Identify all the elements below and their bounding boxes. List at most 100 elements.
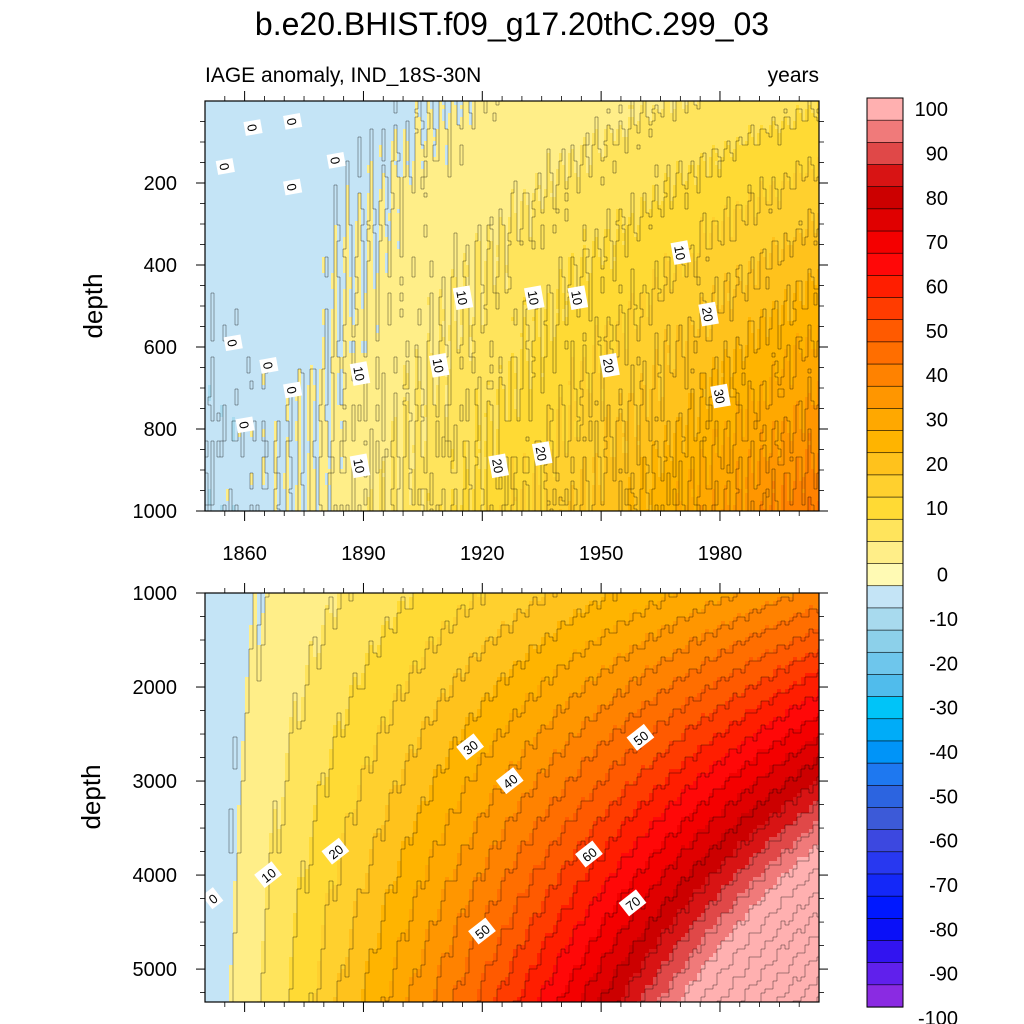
field-cell	[583, 149, 587, 154]
field-cell	[373, 121, 377, 126]
field-cell	[628, 145, 632, 150]
field-cell	[370, 137, 374, 142]
field-cell	[490, 129, 494, 134]
field-cell	[817, 109, 819, 114]
field-cell	[571, 125, 575, 130]
field-cell	[514, 137, 518, 142]
field-cell	[754, 113, 758, 118]
field-cell	[547, 121, 551, 126]
field-cell	[646, 141, 650, 146]
field-cell	[328, 121, 332, 126]
field-cell	[262, 153, 266, 158]
field-cell	[571, 113, 575, 118]
field-cell	[535, 137, 539, 142]
field-cell	[373, 125, 377, 130]
field-cell	[622, 105, 626, 110]
field-cell	[358, 133, 362, 138]
field-cell	[814, 105, 818, 110]
field-cell	[364, 105, 368, 110]
field-cell	[445, 149, 449, 154]
field-cell	[301, 133, 305, 138]
field-cell	[397, 133, 401, 138]
field-cell	[817, 141, 819, 146]
field-cell	[418, 101, 422, 106]
field-cell	[328, 149, 332, 154]
field-cell	[658, 141, 662, 146]
field-cell	[583, 141, 587, 146]
field-cell	[535, 105, 539, 110]
field-cell	[439, 121, 443, 126]
field-cell	[757, 105, 761, 110]
field-cell	[766, 121, 770, 126]
field-cell	[805, 137, 809, 142]
field-cell	[352, 105, 356, 110]
field-cell	[424, 109, 428, 114]
field-cell	[322, 133, 326, 138]
field-cell	[475, 153, 479, 158]
field-cell	[376, 129, 380, 134]
field-cell	[796, 145, 800, 150]
field-cell	[250, 149, 254, 154]
field-cell	[583, 105, 587, 110]
field-cell	[805, 145, 809, 150]
field-cell	[580, 145, 584, 150]
field-cell	[805, 133, 809, 138]
field-cell	[496, 125, 500, 130]
field-cell	[367, 125, 371, 130]
field-cell	[568, 121, 572, 126]
field-cell	[574, 133, 578, 138]
field-cell	[523, 125, 527, 130]
field-cell	[502, 105, 506, 110]
field-cell	[316, 121, 320, 126]
field-cell	[319, 121, 323, 126]
field-cell	[721, 109, 725, 114]
field-cell	[208, 149, 212, 154]
field-cell	[409, 141, 413, 146]
field-cell	[748, 117, 752, 122]
field-cell	[484, 153, 488, 158]
field-cell	[475, 133, 479, 138]
field-cell	[280, 137, 284, 142]
field-cell	[814, 145, 818, 150]
field-cell	[328, 117, 332, 122]
field-cell	[355, 125, 359, 130]
field-cell	[691, 101, 695, 106]
field-cell	[802, 109, 806, 114]
field-cell	[328, 141, 332, 146]
field-cell	[232, 125, 236, 130]
field-cell	[241, 113, 245, 118]
field-cell	[244, 117, 248, 122]
field-cell	[724, 121, 728, 126]
field-cell	[466, 105, 470, 110]
field-cell	[691, 109, 695, 114]
field-cell	[670, 113, 674, 118]
field-cell	[379, 141, 383, 146]
field-cell	[628, 149, 632, 154]
field-cell	[220, 149, 224, 154]
field-cell	[454, 105, 458, 110]
field-cell	[592, 145, 596, 150]
field-cell	[658, 109, 662, 114]
field-cell	[790, 149, 794, 154]
field-cell	[313, 133, 317, 138]
field-cell	[298, 141, 302, 146]
field-cell	[427, 137, 431, 142]
field-cell	[601, 129, 605, 134]
field-cell	[715, 113, 719, 118]
field-cell	[559, 145, 563, 150]
field-cell	[454, 137, 458, 142]
field-cell	[664, 101, 668, 106]
field-cell	[355, 109, 359, 114]
field-cell	[406, 141, 410, 146]
field-cell	[631, 153, 635, 158]
field-cell	[349, 109, 353, 114]
field-cell	[553, 117, 557, 122]
field-cell	[538, 145, 542, 150]
field-cell	[340, 101, 344, 106]
field-cell	[718, 121, 722, 126]
field-cell	[577, 141, 581, 146]
field-cell	[664, 117, 668, 122]
field-cell	[277, 149, 281, 154]
field-cell	[259, 149, 263, 154]
field-cell	[412, 101, 416, 106]
